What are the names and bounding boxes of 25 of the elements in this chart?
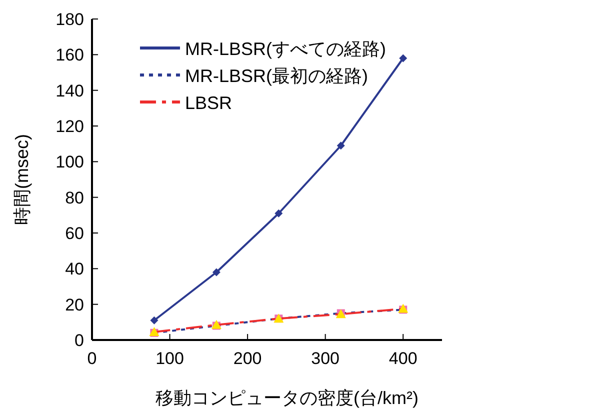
y-tick-label: 180	[56, 10, 84, 29]
x-tick-label: 100	[156, 349, 184, 368]
x-tick-label: 300	[311, 349, 340, 368]
y-tick-label: 100	[56, 152, 84, 172]
x-tick-label: 200	[233, 349, 262, 368]
y-tick-label: 160	[56, 46, 84, 65]
point	[150, 316, 158, 324]
point	[274, 209, 283, 218]
x-tick-label: 0	[87, 349, 97, 368]
y-tick-label: 60	[65, 224, 84, 243]
point	[399, 54, 408, 62]
legend-label: MR-LBSR(すべての経路)	[185, 39, 386, 59]
legend-label: LBSR	[185, 93, 232, 113]
point	[336, 142, 345, 150]
y-tick-label: 40	[65, 260, 84, 279]
y-tick-label: 20	[65, 295, 84, 314]
legend-label: MR-LBSR(最初の経路)	[185, 66, 368, 86]
point	[212, 268, 220, 276]
y-tick-label: 0	[74, 331, 84, 350]
y-tick-label: 80	[65, 188, 84, 208]
y-axis-title: 時間(msec)	[12, 134, 32, 225]
y-tick-label: 120	[56, 117, 84, 136]
x-axis-title: 移動コンピュータの密度(台/km²)	[156, 388, 418, 408]
x-tick-label: 400	[388, 349, 418, 368]
y-tick-label: 140	[56, 81, 84, 100]
